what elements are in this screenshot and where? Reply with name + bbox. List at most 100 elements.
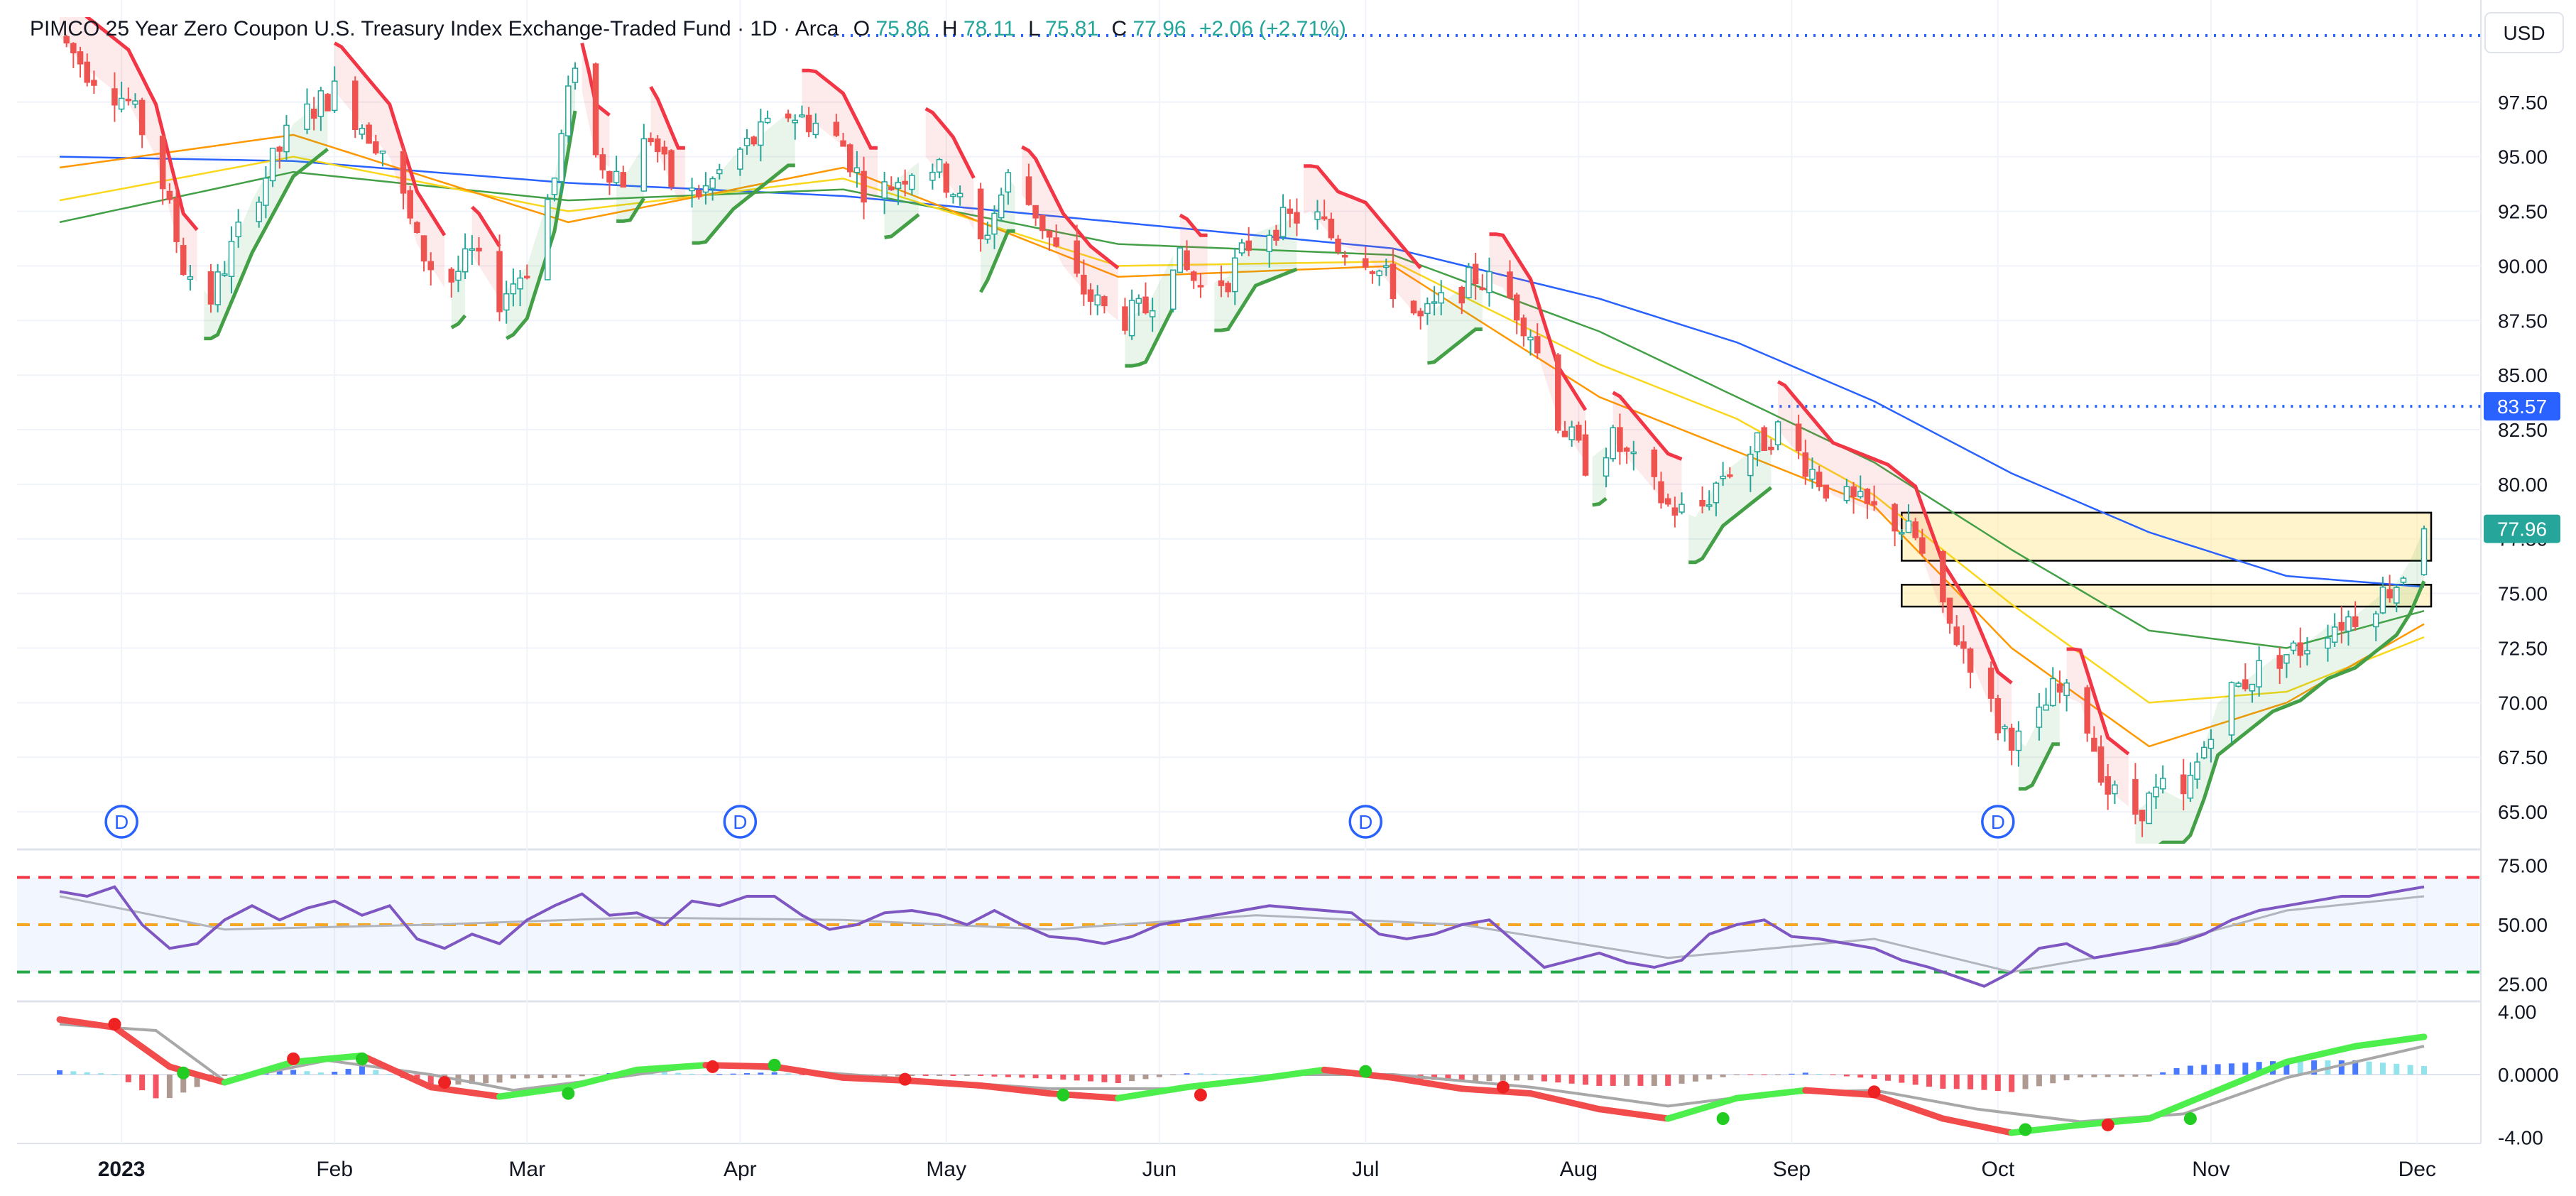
candle-body[interactable] xyxy=(1658,481,1664,504)
candle-body[interactable] xyxy=(1190,271,1197,281)
candle-body[interactable] xyxy=(2063,682,2070,697)
candle-body[interactable] xyxy=(2394,587,2400,604)
candle-body[interactable] xyxy=(558,133,564,183)
candle-body[interactable] xyxy=(420,235,427,262)
candle-body[interactable] xyxy=(1919,537,1926,554)
candle-body[interactable] xyxy=(1431,301,1438,304)
candle-body[interactable] xyxy=(1603,457,1610,477)
candle-body[interactable] xyxy=(1623,447,1630,452)
candle-body[interactable] xyxy=(1747,453,1754,477)
candle-body[interactable] xyxy=(159,136,166,190)
candle-body[interactable] xyxy=(833,121,840,136)
candle-body[interactable] xyxy=(1795,423,1802,452)
candle-body[interactable] xyxy=(2249,683,2256,692)
candle-body[interactable] xyxy=(125,98,132,102)
candle-body[interactable] xyxy=(888,186,895,191)
candle-body[interactable] xyxy=(1651,449,1658,477)
candle-body[interactable] xyxy=(648,138,654,143)
candle-body[interactable] xyxy=(1169,269,1177,310)
candle-body[interactable] xyxy=(476,247,482,252)
candle-body[interactable] xyxy=(956,192,964,197)
candle-body[interactable] xyxy=(1142,296,1149,314)
candle-body[interactable] xyxy=(1466,266,1472,298)
candle-body[interactable] xyxy=(2379,586,2386,614)
candle-body[interactable] xyxy=(2235,683,2242,687)
candle-body[interactable] xyxy=(977,188,984,239)
candle-body[interactable] xyxy=(1940,550,1946,603)
candle-body[interactable] xyxy=(909,175,915,190)
candle-body[interactable] xyxy=(1232,257,1238,293)
candle-body[interactable] xyxy=(592,63,599,156)
candle-body[interactable] xyxy=(379,151,386,154)
candle-body[interactable] xyxy=(1630,451,1637,455)
candle-body[interactable] xyxy=(1149,310,1156,317)
candle-body[interactable] xyxy=(407,190,413,219)
candle-body[interactable] xyxy=(2002,726,2008,729)
candle-body[interactable] xyxy=(1720,475,1726,479)
candle-body[interactable] xyxy=(2132,778,2139,815)
candle-body[interactable] xyxy=(640,138,648,192)
candle-body[interactable] xyxy=(1507,271,1513,298)
candle-body[interactable] xyxy=(84,61,90,83)
candle-body[interactable] xyxy=(799,114,805,118)
candle-body[interactable] xyxy=(1074,240,1080,274)
candle-body[interactable] xyxy=(2159,778,2166,790)
candle-body[interactable] xyxy=(1576,425,1582,441)
candle-body[interactable] xyxy=(510,283,517,295)
candle-body[interactable] xyxy=(2084,687,2090,734)
candle-body[interactable] xyxy=(1081,274,1087,295)
candle-body[interactable] xyxy=(1135,298,1142,304)
candle-body[interactable] xyxy=(2345,616,2352,632)
candle-body[interactable] xyxy=(702,185,709,193)
candle-body[interactable] xyxy=(2242,679,2249,690)
candle-body[interactable] xyxy=(853,167,861,173)
candle-body[interactable] xyxy=(812,122,819,136)
candle-body[interactable] xyxy=(427,261,434,271)
candle-body[interactable] xyxy=(2400,577,2407,583)
dividend-marker[interactable] xyxy=(1981,805,2015,839)
candle-body[interactable] xyxy=(2015,730,2022,751)
candle-body[interactable] xyxy=(1417,310,1424,317)
candle-body[interactable] xyxy=(91,80,97,86)
candle-body[interactable] xyxy=(785,113,792,119)
candle-body[interactable] xyxy=(551,178,558,195)
candle-body[interactable] xyxy=(132,100,138,105)
candle-body[interactable] xyxy=(455,271,462,281)
candle-body[interactable] xyxy=(2325,637,2331,649)
candle-body[interactable] xyxy=(2187,774,2194,799)
candle-body[interactable] xyxy=(936,158,943,173)
candle-body[interactable] xyxy=(1768,447,1774,450)
candle-body[interactable] xyxy=(1218,280,1225,286)
candle-body[interactable] xyxy=(118,97,125,110)
candle-body[interactable] xyxy=(792,119,799,124)
candle-body[interactable] xyxy=(1534,336,1541,354)
candle-body[interactable] xyxy=(2352,616,2359,627)
zone-rectangle[interactable] xyxy=(1901,584,2433,608)
candle-body[interactable] xyxy=(111,88,118,106)
candle-body[interactable] xyxy=(861,170,867,203)
candle-body[interactable] xyxy=(2386,589,2393,599)
candle-body[interactable] xyxy=(2421,528,2428,575)
candle-body[interactable] xyxy=(462,248,469,273)
candle-body[interactable] xyxy=(943,163,949,193)
candle-body[interactable] xyxy=(2105,776,2111,795)
candle-body[interactable] xyxy=(1610,427,1616,460)
candle-body[interactable] xyxy=(1617,427,1623,452)
candle-body[interactable] xyxy=(758,121,764,146)
candle-body[interactable] xyxy=(902,180,908,185)
candle-body[interactable] xyxy=(743,138,751,146)
candle-body[interactable] xyxy=(1197,285,1204,288)
candle-body[interactable] xyxy=(1238,242,1245,254)
candle-body[interactable] xyxy=(696,190,702,197)
candle-body[interactable] xyxy=(1245,240,1252,251)
candle-body[interactable] xyxy=(1823,484,1830,499)
candle-body[interactable] xyxy=(269,147,276,182)
candle-body[interactable] xyxy=(2338,621,2345,631)
candle-body[interactable] xyxy=(545,199,551,281)
candle-body[interactable] xyxy=(613,170,620,183)
candle-body[interactable] xyxy=(207,271,214,305)
candle-body[interactable] xyxy=(276,146,283,152)
candle-body[interactable] xyxy=(263,178,269,206)
candle-body[interactable] xyxy=(2276,655,2283,669)
candle-body[interactable] xyxy=(840,140,846,147)
